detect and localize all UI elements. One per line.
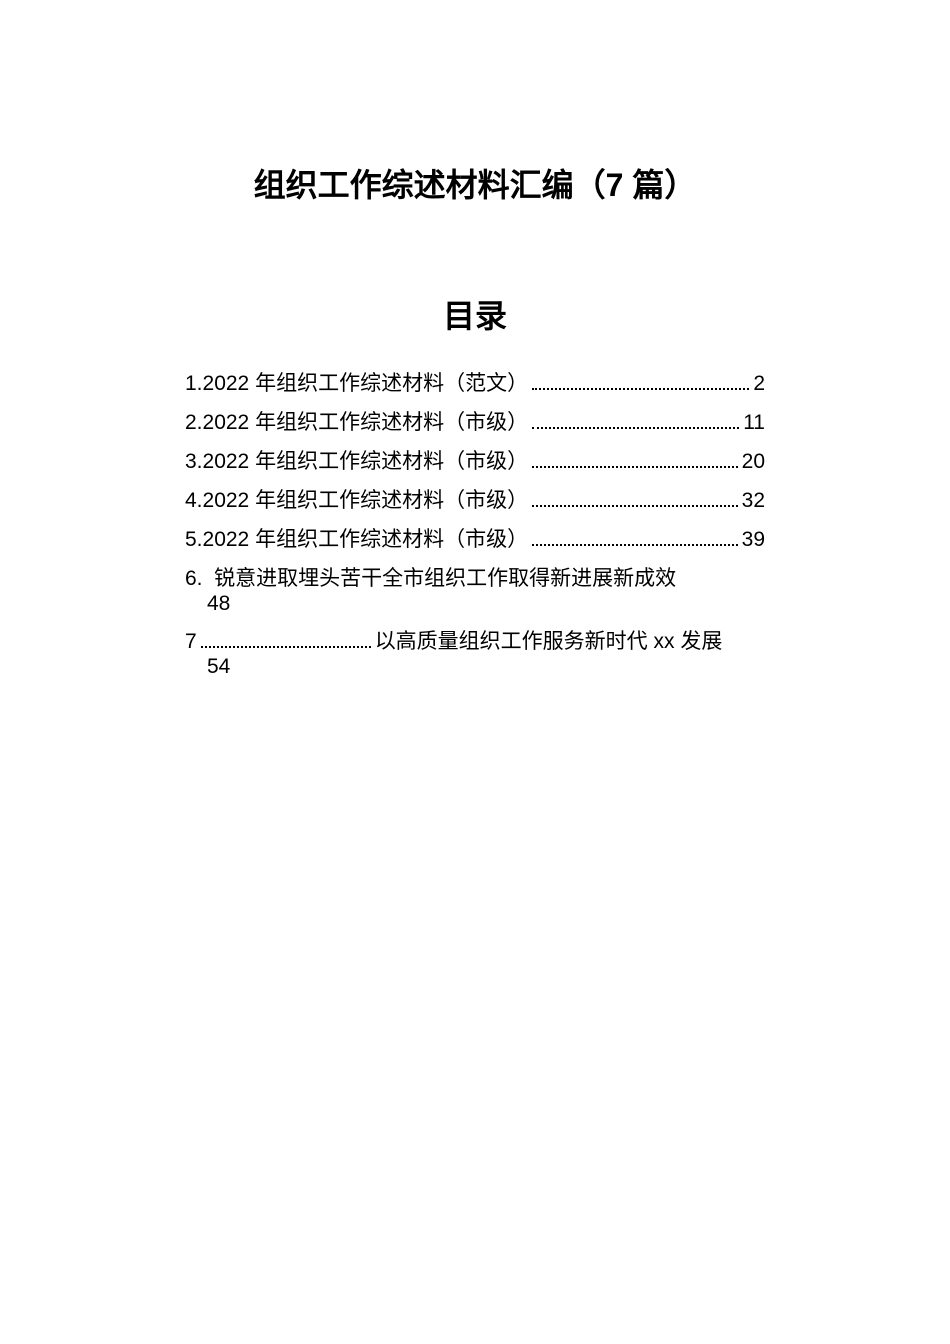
toc-item: 6. 锐意进取埋头苦干全市组织工作取得新进展新成效 48: [185, 562, 765, 616]
toc-list: 1.2022 年组织工作综述材料（范文） 2 2.2022 年组织工作综述材料（…: [185, 367, 765, 679]
toc-item-prefix: 6.: [185, 567, 203, 591]
toc-item-page: 2: [753, 372, 765, 396]
toc-item: 5.2022 年组织工作综述材料（市级） 39: [185, 523, 765, 553]
toc-leader-dots: [532, 427, 739, 429]
toc-item-label: 4.2022 年组织工作综述材料（市级）: [185, 484, 528, 514]
toc-item-page: 32: [742, 489, 765, 513]
toc-leader-dots: [532, 466, 738, 468]
toc-item-prefix: 7: [185, 630, 197, 654]
toc-leader-dots: [532, 544, 738, 546]
toc-item: 7 以高质量组织工作服务新时代 xx 发展 54: [185, 625, 765, 679]
toc-item-page: 20: [742, 450, 765, 474]
toc-item: 2.2022 年组织工作综述材料（市级） 11: [185, 406, 765, 436]
toc-leader-dots: [532, 505, 738, 507]
toc-item-page: 11: [743, 411, 765, 435]
toc-leader-dots: [201, 646, 371, 648]
toc-item-label: 5.2022 年组织工作综述材料（市级）: [185, 523, 528, 553]
toc-item-page: 39: [742, 528, 765, 552]
toc-item: 4.2022 年组织工作综述材料（市级） 32: [185, 484, 765, 514]
toc-item: 1.2022 年组织工作综述材料（范文） 2: [185, 367, 765, 397]
toc-item-page: 48: [207, 592, 765, 616]
toc-item: 3.2022 年组织工作综述材料（市级） 20: [185, 445, 765, 475]
toc-item-label: 3.2022 年组织工作综述材料（市级）: [185, 445, 528, 475]
toc-heading: 目录: [185, 291, 765, 337]
toc-item-label: 以高质量组织工作服务新时代 xx 发展: [375, 625, 723, 655]
toc-leader-dots: [532, 388, 749, 390]
toc-item-label: 2.2022 年组织工作综述材料（市级）: [185, 406, 528, 436]
document-title: 组织工作综述材料汇编（7 篇）: [185, 160, 765, 206]
toc-item-page: 54: [207, 655, 765, 679]
toc-item-label: 1.2022 年组织工作综述材料（范文）: [185, 367, 528, 397]
toc-item-label: 锐意进取埋头苦干全市组织工作取得新进展新成效: [203, 562, 677, 592]
